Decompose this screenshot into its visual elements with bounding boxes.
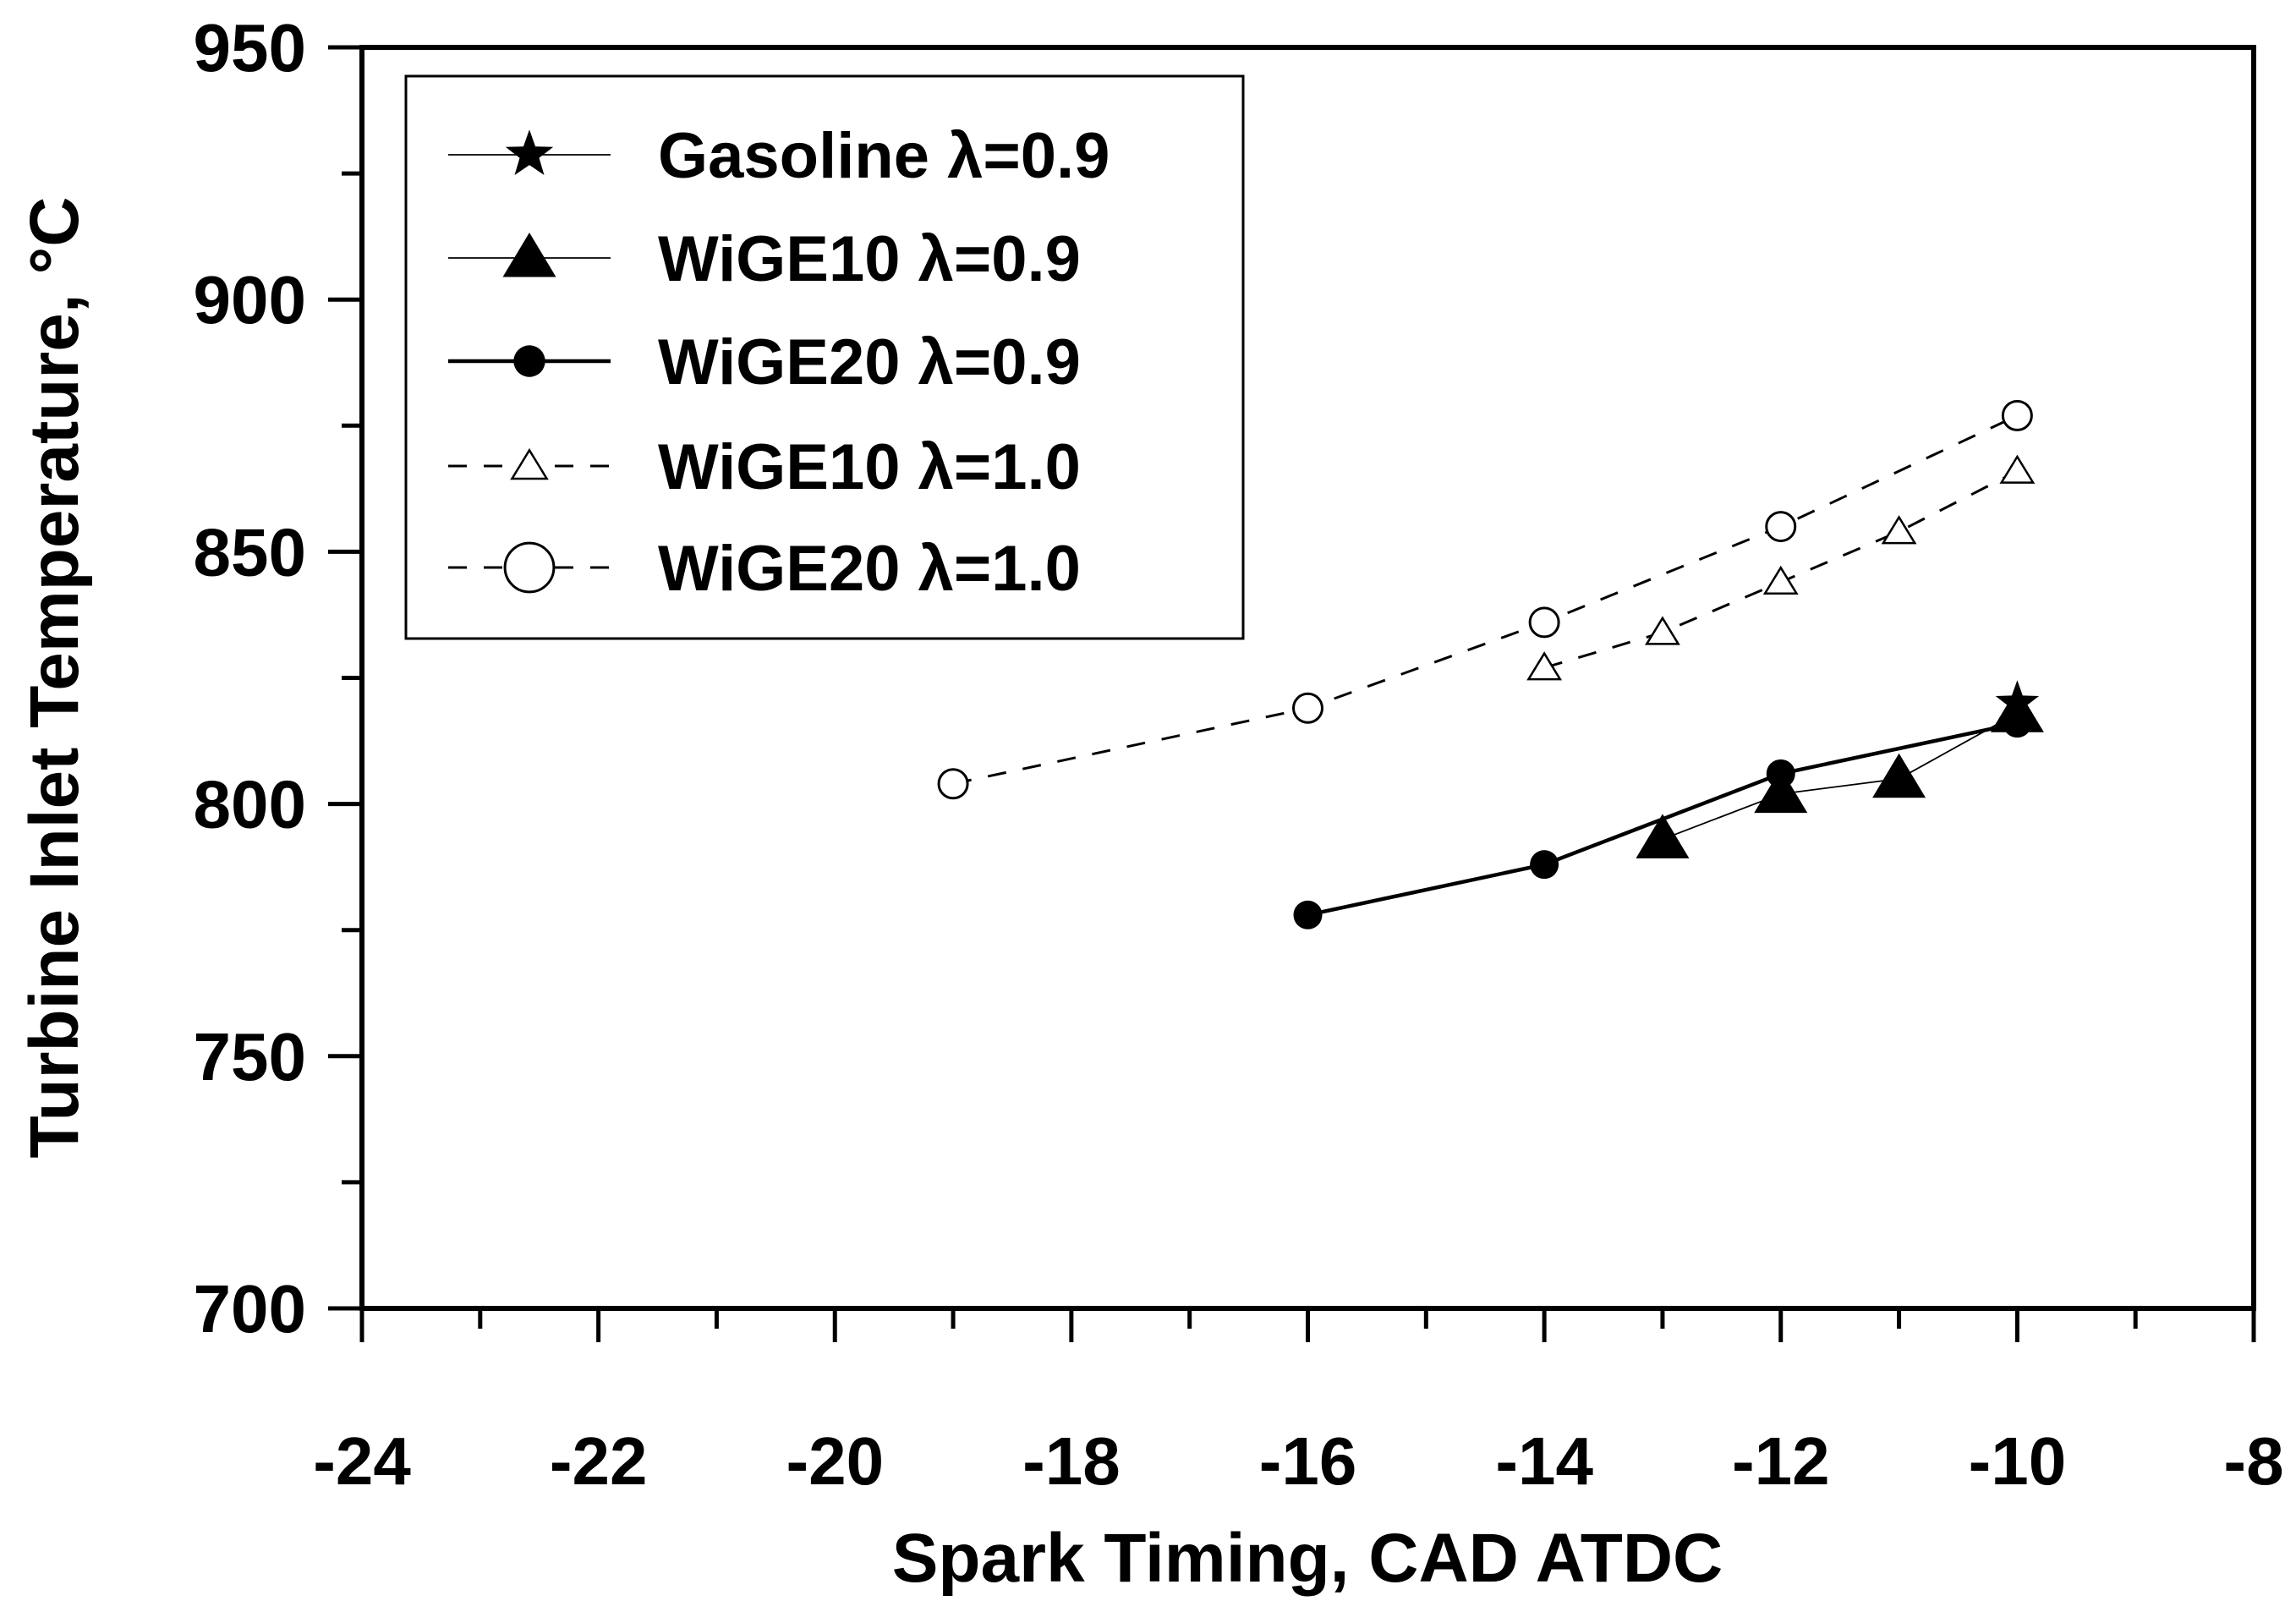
y-tick-label: 700: [194, 1271, 306, 1346]
series-group: [1526, 454, 2036, 681]
series-group: [1636, 688, 2044, 858]
data-point: [1530, 850, 1559, 880]
legend-label: WiGE20 λ=0.9: [658, 326, 1081, 398]
legend-item: WiGE10 λ=0.9: [448, 223, 1081, 295]
y-tick-label: 750: [194, 1019, 306, 1094]
data-point: [1765, 511, 1797, 543]
data-point: [937, 768, 969, 800]
x-tick-label: -16: [1259, 1423, 1357, 1499]
y-tick-label: 950: [194, 10, 306, 85]
legend-swatch-marker: [510, 447, 549, 480]
data-point: [1528, 606, 1560, 639]
series-group: [937, 399, 2033, 800]
legend-label: WiGE20 λ=1.0: [658, 533, 1081, 605]
data-point: [1754, 768, 1808, 814]
axis-ticks: -24 -22 -20 -18 -16 -14 -12 -10 -8 700 750 800 850 90…: [194, 10, 2284, 1499]
y-tick-label: 850: [194, 514, 306, 589]
legend-label: Gasoline λ=0.9: [658, 120, 1110, 192]
data-point: [1762, 565, 1799, 595]
legend-swatch-marker: [513, 345, 545, 377]
legend-label: WiGE10 λ=0.9: [658, 223, 1081, 295]
data-point: [1766, 759, 1795, 788]
data-point: [1526, 651, 1563, 681]
data-point: [2003, 709, 2032, 738]
series-group: [1293, 709, 2032, 929]
x-tick-label: -24: [313, 1423, 411, 1499]
legend-swatch-marker: [502, 233, 556, 277]
y-axis-title: Turbine Inlet Temperature, °C: [16, 197, 93, 1159]
legend-box: [404, 74, 1245, 640]
y-tick-label: 800: [194, 767, 306, 842]
x-tick-label: -8: [2223, 1423, 2283, 1499]
data-point: [2001, 399, 2033, 431]
data-point: [1645, 616, 1680, 645]
series-line: [1662, 712, 2018, 841]
y-tick-label: 900: [194, 262, 306, 337]
data-point: [1999, 454, 2036, 484]
legend-item: Gasoline λ=0.9: [448, 120, 1110, 192]
data-point: [1881, 515, 1917, 545]
x-tick-label: -14: [1495, 1423, 1593, 1499]
legend-swatch-marker: [505, 129, 554, 175]
legend-swatch-marker: [503, 541, 556, 594]
data-point: [1292, 692, 1323, 724]
data-point: [1293, 900, 1323, 929]
x-tick-label: -18: [1022, 1423, 1121, 1499]
x-tick-label: -20: [786, 1423, 884, 1499]
series-line: [1307, 721, 2018, 918]
legend-item: WiGE20 λ=0.9: [448, 326, 1081, 398]
legend-label: WiGE10 λ=1.0: [658, 431, 1081, 503]
x-tick-label: -10: [1969, 1423, 2067, 1499]
data-point: [1636, 814, 1690, 858]
data-series: [937, 399, 2044, 929]
x-tick-label: -22: [550, 1423, 648, 1499]
x-tick-label: -12: [1732, 1423, 1830, 1499]
data-point: [1872, 753, 1926, 798]
x-axis-title: Spark Timing, CAD ATDC: [892, 1520, 1723, 1597]
legend: Gasoline λ=0.9 WiGE10 λ=0.9 WiGE20 λ=0.9 Wi…: [404, 74, 1245, 640]
legend-item: WiGE10 λ=1.0: [448, 431, 1081, 503]
legend-item: WiGE20 λ=1.0: [448, 533, 1081, 605]
